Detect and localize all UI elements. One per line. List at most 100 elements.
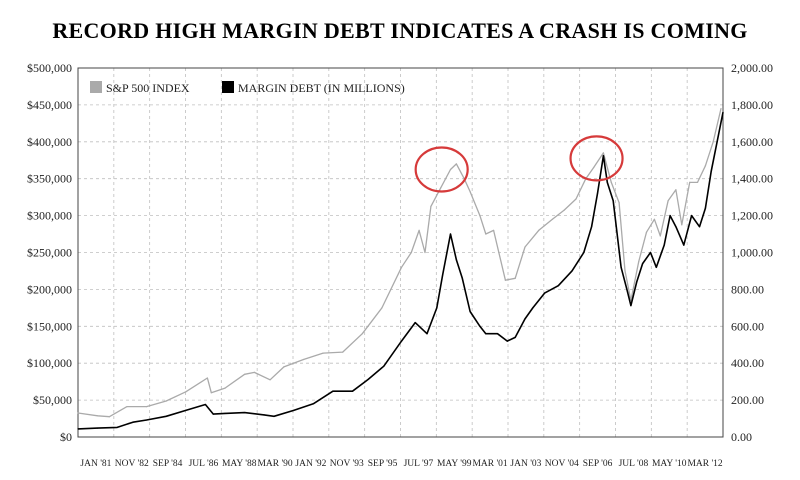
- series-point-margin-debt: [716, 141, 718, 143]
- series-point-margin-debt: [485, 333, 487, 335]
- series-point-sp500: [514, 277, 516, 279]
- series-point-margin-debt: [273, 415, 275, 417]
- y-left-tick-label: $500,000: [27, 61, 72, 75]
- right-y-axis: 0.00 200.00 400.00 600.00 800.00 1,000.00 1,20…: [731, 61, 773, 444]
- series-point-margin-debt: [383, 365, 385, 367]
- series-point-margin-debt: [636, 281, 638, 283]
- x-axis: JAN '81 NOV '82 SEP '84 JUL '86 MAY '88 MAR '…: [80, 459, 723, 469]
- y-right-tick-label: 400.00: [731, 356, 764, 370]
- series-point-sp500: [479, 215, 481, 217]
- x-tick-label: JAN '81: [80, 459, 111, 469]
- series-point-sp500: [653, 218, 656, 220]
- series-point-sp500: [696, 181, 699, 183]
- series-point-margin-debt: [606, 181, 608, 183]
- series-point-sp500: [185, 391, 187, 393]
- y-left-tick-label: $50,000: [33, 393, 72, 407]
- gridlines: [78, 68, 723, 437]
- series-point-sp500: [283, 366, 285, 368]
- series-point-margin-debt: [722, 111, 724, 113]
- x-tick-label: NOV '04: [545, 459, 579, 469]
- highlight-circle: [414, 146, 469, 193]
- series-point-margin-debt: [212, 413, 214, 415]
- x-tick-label: MAR '12: [687, 459, 722, 469]
- series-point-sp500: [712, 141, 714, 143]
- series-point-margin-debt: [442, 274, 444, 276]
- series-point-margin-debt: [116, 426, 118, 428]
- series-point-margin-debt: [698, 226, 701, 228]
- series-point-sp500: [108, 416, 110, 418]
- series-point-margin-debt: [710, 170, 712, 172]
- series-point-sp500: [302, 358, 305, 361]
- series-point-sp500: [493, 229, 495, 231]
- series-point-sp500: [418, 229, 420, 231]
- chart-title: RECORD HIGH MARGIN DEBT INDICATES A CRAS…: [52, 18, 748, 43]
- series-point-sp500: [342, 351, 344, 353]
- series-point-margin-debt: [620, 266, 622, 268]
- series-point-margin-debt: [146, 419, 148, 421]
- x-tick-label: JAN '92: [295, 459, 326, 469]
- series-point-sp500: [704, 165, 707, 167]
- series-point-margin-debt: [77, 428, 79, 430]
- y-right-tick-label: 1,800.00: [731, 98, 773, 112]
- series-point-sp500: [602, 152, 605, 154]
- series-point-sp500: [400, 266, 403, 268]
- series-point-margin-debt: [591, 226, 593, 228]
- x-tick-label: MAR '01: [472, 459, 507, 469]
- series-point-sp500: [410, 251, 412, 254]
- series-point-sp500: [430, 205, 432, 207]
- x-tick-label: NOV '82: [115, 459, 149, 469]
- series-point-margin-debt: [224, 412, 226, 414]
- legend: S&P 500 INDEX MARGIN DEBT (IN MILLIONS): [90, 81, 405, 95]
- series-point-sp500: [659, 235, 661, 237]
- left-y-axis: $0 $50,000 $100,000 $150,000 $200,000 $250,00…: [27, 61, 72, 444]
- x-tick-label: SEP '84: [153, 459, 183, 469]
- series-point-sp500: [638, 261, 640, 263]
- series-point-margin-debt: [97, 427, 99, 429]
- series-point-margin-debt: [506, 340, 508, 342]
- y-right-tick-label: 1,000.00: [731, 246, 773, 260]
- series-point-margin-debt: [351, 390, 354, 392]
- series-point-sp500: [720, 108, 722, 110]
- x-tick-label: SEP '95: [368, 459, 398, 469]
- series-point-sp500: [469, 191, 471, 193]
- series-point-sp500: [645, 231, 648, 233]
- series-point-sp500: [146, 406, 148, 408]
- series-point-margin-debt: [479, 325, 481, 327]
- annotations: [414, 135, 624, 193]
- series-point-sp500: [681, 224, 683, 226]
- series-point-margin-debt: [449, 233, 452, 235]
- series-point-margin-debt: [132, 421, 134, 423]
- series-point-margin-debt: [414, 322, 416, 324]
- x-tick-label: NOV '93: [330, 459, 364, 469]
- series-point-margin-debt: [436, 307, 438, 309]
- series-point-margin-debt: [557, 285, 559, 287]
- series-point-sp500: [210, 392, 212, 394]
- y-left-tick-label: $0: [60, 430, 72, 444]
- series-point-sp500: [610, 181, 612, 183]
- series-point-sp500: [538, 229, 540, 231]
- legend-swatch: [222, 81, 234, 93]
- series-point-margin-debt: [663, 244, 665, 246]
- series-point-sp500: [322, 352, 324, 354]
- series-point-sp500: [97, 415, 99, 417]
- series-point-margin-debt: [426, 333, 428, 335]
- series-point-sp500: [253, 371, 255, 373]
- x-tick-label: JAN '03: [510, 459, 541, 469]
- series-point-margin-debt: [669, 215, 671, 217]
- series-point-margin-debt: [630, 305, 632, 307]
- series-point-margin-debt: [293, 409, 295, 411]
- x-tick-label: MAY '88: [222, 459, 257, 469]
- series-point-sp500: [224, 387, 226, 389]
- series-point-margin-debt: [655, 266, 657, 268]
- x-tick-label: MAY '99: [437, 459, 472, 469]
- x-tick-label: JUL '97: [404, 459, 434, 469]
- series-point-margin-debt: [675, 226, 677, 228]
- y-right-tick-label: 600.00: [731, 319, 764, 333]
- series-point-sp500: [593, 167, 595, 169]
- series-point-margin-debt: [704, 207, 707, 209]
- x-tick-label: MAR '90: [257, 459, 292, 469]
- series-point-sp500: [630, 299, 632, 302]
- series-point-margin-debt: [263, 414, 265, 416]
- series-point-sp500: [440, 187, 442, 189]
